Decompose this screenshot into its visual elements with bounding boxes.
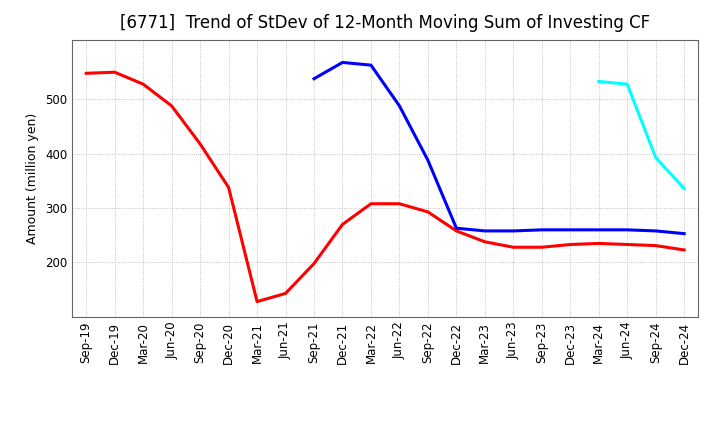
5 Years — [509, 228, 518, 234]
5 Years — [480, 228, 489, 234]
Line: 5 Years: 5 Years — [314, 62, 684, 234]
3 Years — [395, 201, 404, 206]
3 Years — [566, 242, 575, 247]
3 Years — [366, 201, 375, 206]
5 Years — [423, 158, 432, 163]
3 Years — [509, 245, 518, 250]
5 Years — [595, 227, 603, 232]
Line: 3 Years: 3 Years — [86, 72, 684, 301]
3 Years — [423, 209, 432, 215]
3 Years — [82, 71, 91, 76]
7 Years — [623, 81, 631, 87]
3 Years — [338, 222, 347, 227]
3 Years — [680, 247, 688, 253]
Line: 7 Years: 7 Years — [599, 81, 684, 188]
5 Years — [652, 228, 660, 234]
3 Years — [196, 141, 204, 147]
3 Years — [310, 261, 318, 266]
5 Years — [566, 227, 575, 232]
3 Years — [110, 70, 119, 75]
7 Years — [652, 155, 660, 160]
5 Years — [310, 76, 318, 81]
3 Years — [167, 103, 176, 109]
3 Years — [537, 245, 546, 250]
3 Years — [595, 241, 603, 246]
7 Years — [595, 79, 603, 84]
3 Years — [623, 242, 631, 247]
5 Years — [366, 62, 375, 68]
7 Years — [680, 186, 688, 191]
3 Years — [139, 81, 148, 87]
5 Years — [537, 227, 546, 232]
Title: [6771]  Trend of StDev of 12-Month Moving Sum of Investing CF: [6771] Trend of StDev of 12-Month Moving… — [120, 15, 650, 33]
3 Years — [282, 291, 290, 296]
5 Years — [338, 60, 347, 65]
3 Years — [225, 185, 233, 190]
3 Years — [452, 228, 461, 234]
5 Years — [680, 231, 688, 236]
3 Years — [253, 299, 261, 304]
Y-axis label: Amount (million yen): Amount (million yen) — [27, 113, 40, 244]
5 Years — [452, 226, 461, 231]
3 Years — [652, 243, 660, 248]
5 Years — [395, 103, 404, 109]
5 Years — [623, 227, 631, 232]
3 Years — [480, 239, 489, 245]
